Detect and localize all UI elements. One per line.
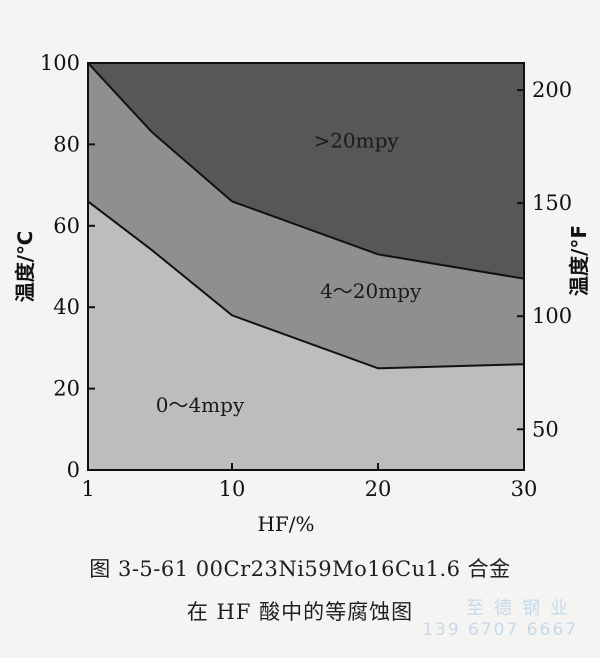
- x-tick-label: 10: [219, 477, 246, 501]
- region-low-corrosion: [88, 201, 524, 470]
- y-left-axis-label: 温度/℃: [13, 231, 37, 303]
- y-right-axis-label: 温度/°F: [567, 225, 591, 296]
- y-left-tick-label: 20: [53, 377, 80, 401]
- chart-labels: 0～4mpy 4～20mpy >20mpy: [156, 128, 422, 417]
- region-label-0: 0～4mpy: [156, 393, 245, 417]
- y-right-tick-label: 200: [532, 78, 572, 102]
- x-tick-label: 20: [365, 477, 392, 501]
- x-tick-label: 30: [511, 477, 538, 501]
- region-high-corrosion: [88, 63, 524, 279]
- y-right-tick-label: 150: [532, 191, 572, 215]
- y-left-tick-label: 100: [40, 51, 80, 75]
- x-axis-label: HF/%: [257, 512, 314, 536]
- y-left-tick-label: 80: [53, 132, 80, 156]
- watermark-company: 至德钢业: [466, 598, 578, 619]
- y-right-tick-label: 100: [532, 304, 572, 328]
- chart-regions: [88, 63, 524, 470]
- boundary-line-high: [87, 62, 525, 280]
- region-label-2: >20mpy: [313, 128, 399, 152]
- region-medium-corrosion: [88, 63, 524, 369]
- caption-title: 图 3-5-61 00Cr23Ni59Mo16Cu1.6 合金: [89, 557, 511, 581]
- y-left-tick-label: 60: [53, 214, 80, 238]
- x-tick-label: 1: [81, 477, 94, 501]
- chart-boundaries: [87, 62, 525, 370]
- y-left-tick-label: 40: [53, 295, 80, 319]
- plot-frame: [87, 62, 525, 471]
- caption-subtitle: 在 HF 酸中的等腐蚀图: [186, 600, 414, 624]
- boundary-line-low: [87, 200, 525, 370]
- y-left-tick-label: 0: [67, 458, 80, 482]
- region-label-1: 4～20mpy: [320, 279, 422, 303]
- watermark-phone: 139 6707 6667: [422, 620, 578, 640]
- y-right-tick-label: 50: [532, 417, 559, 441]
